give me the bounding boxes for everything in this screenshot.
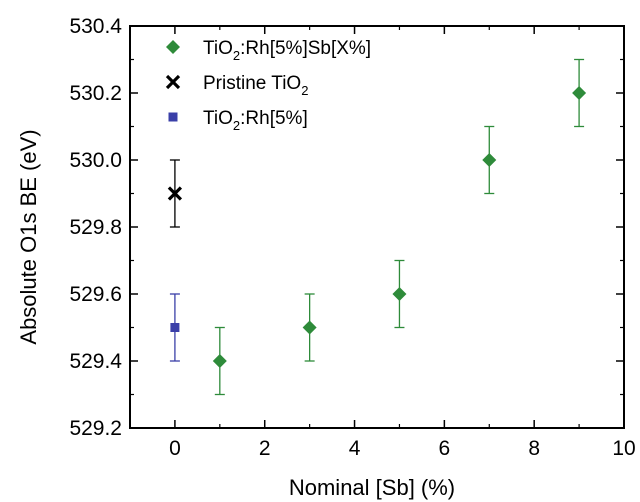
ticks: 0 2 4 6 8 10 529.2 529.4 529.6 529.8 530.0 530.2 530… xyxy=(69,15,635,460)
data-point xyxy=(482,153,497,167)
legend-entry: TiO2:Rh[5%] xyxy=(168,108,308,133)
data-point xyxy=(572,86,587,100)
legend-entry: Pristine TiO2 xyxy=(165,73,308,98)
y-tick-label: 530.0 xyxy=(69,149,122,172)
y-tick-label: 530.4 xyxy=(69,15,122,38)
y-tick-label: 529.2 xyxy=(69,417,122,440)
data-markers xyxy=(167,86,587,368)
legend-label: TiO2:Rh[5%]Sb[X%] xyxy=(203,38,371,63)
x-tick-label: 2 xyxy=(259,437,271,460)
marker-stroke xyxy=(167,186,183,201)
legend-marker xyxy=(165,74,181,90)
legend-label: TiO2:Rh[5%] xyxy=(203,108,308,133)
legend-entry: TiO2:Rh[5%]Sb[X%] xyxy=(166,38,371,63)
y-tick-label: 529.4 xyxy=(69,350,122,373)
legend-marker xyxy=(168,112,178,122)
y-tick-label: 529.6 xyxy=(69,283,122,306)
y-tick-label: 530.2 xyxy=(69,82,122,105)
data-point xyxy=(302,320,317,335)
legend-label: Pristine TiO2 xyxy=(203,73,308,98)
data-point xyxy=(167,186,183,201)
y-axis-title: Absolute O1s BE (eV) xyxy=(16,129,41,344)
marker-stroke xyxy=(165,74,181,90)
x-tick-label: 6 xyxy=(439,437,451,460)
x-tick-label: 4 xyxy=(349,437,361,460)
x-tick-label: 8 xyxy=(528,437,540,460)
x-tick-label: 0 xyxy=(169,437,181,460)
legend-marker xyxy=(166,40,180,54)
data-point xyxy=(170,323,180,332)
legend: TiO2:Rh[5%]Sb[X%] Pristine TiO2 TiO2:Rh[5%… xyxy=(165,38,371,133)
data-point xyxy=(392,287,407,301)
y-tick-label: 529.8 xyxy=(69,216,122,239)
x-tick-label: 10 xyxy=(612,437,635,460)
data-point xyxy=(212,354,227,368)
x-axis-title: Nominal [Sb] (%) xyxy=(289,475,455,500)
